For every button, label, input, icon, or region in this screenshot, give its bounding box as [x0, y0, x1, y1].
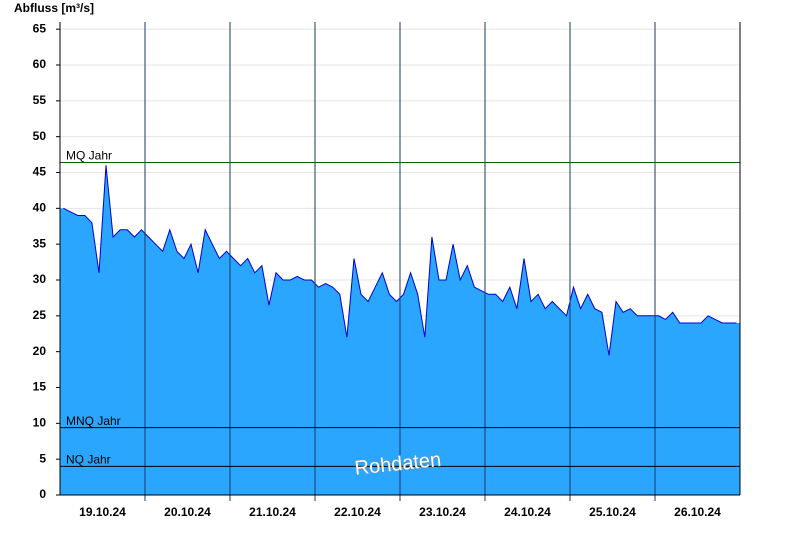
reference-label: MNQ Jahr	[66, 414, 121, 428]
x-tick-label: 20.10.24	[164, 505, 211, 519]
x-tick-label: 24.10.24	[504, 505, 551, 519]
reference-label: NQ Jahr	[66, 453, 111, 467]
y-tick-label: 35	[33, 236, 47, 250]
x-tick-label: 21.10.24	[249, 505, 296, 519]
y-tick-label: 65	[33, 21, 47, 35]
x-tick-label: 26.10.24	[674, 505, 721, 519]
y-tick-label: 45	[33, 165, 47, 179]
chart-title: Abfluss [m³/s]	[14, 1, 94, 15]
y-tick-label: 5	[39, 451, 46, 465]
y-tick-label: 20	[33, 344, 47, 358]
y-tick-label: 60	[33, 57, 47, 71]
x-tick-label: 22.10.24	[334, 505, 381, 519]
reference-label: MQ Jahr	[66, 149, 112, 163]
y-tick-label: 25	[33, 308, 47, 322]
x-tick-label: 25.10.24	[589, 505, 636, 519]
y-tick-label: 50	[33, 129, 47, 143]
y-tick-label: 0	[39, 487, 46, 501]
y-tick-label: 40	[33, 201, 47, 215]
x-tick-label: 23.10.24	[419, 505, 466, 519]
x-tick-label: 19.10.24	[79, 505, 126, 519]
y-tick-label: 30	[33, 272, 47, 286]
y-tick-label: 15	[33, 380, 47, 394]
y-tick-label: 55	[33, 93, 47, 107]
y-tick-label: 10	[33, 416, 47, 430]
